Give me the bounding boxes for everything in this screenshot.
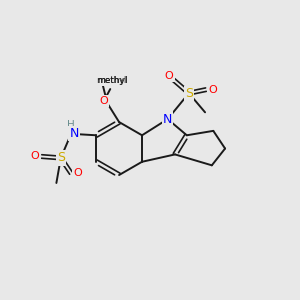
- Text: O: O: [165, 70, 173, 80]
- Text: N: N: [69, 127, 79, 140]
- Text: S: S: [185, 87, 193, 100]
- Text: methyl: methyl: [96, 76, 128, 85]
- Text: S: S: [57, 152, 65, 164]
- Text: O: O: [99, 96, 108, 106]
- Text: O: O: [73, 168, 82, 178]
- Text: O: O: [31, 152, 40, 161]
- Text: O: O: [208, 85, 217, 94]
- Text: H: H: [67, 120, 75, 130]
- Text: N: N: [163, 112, 172, 126]
- Text: methyl: methyl: [97, 76, 126, 85]
